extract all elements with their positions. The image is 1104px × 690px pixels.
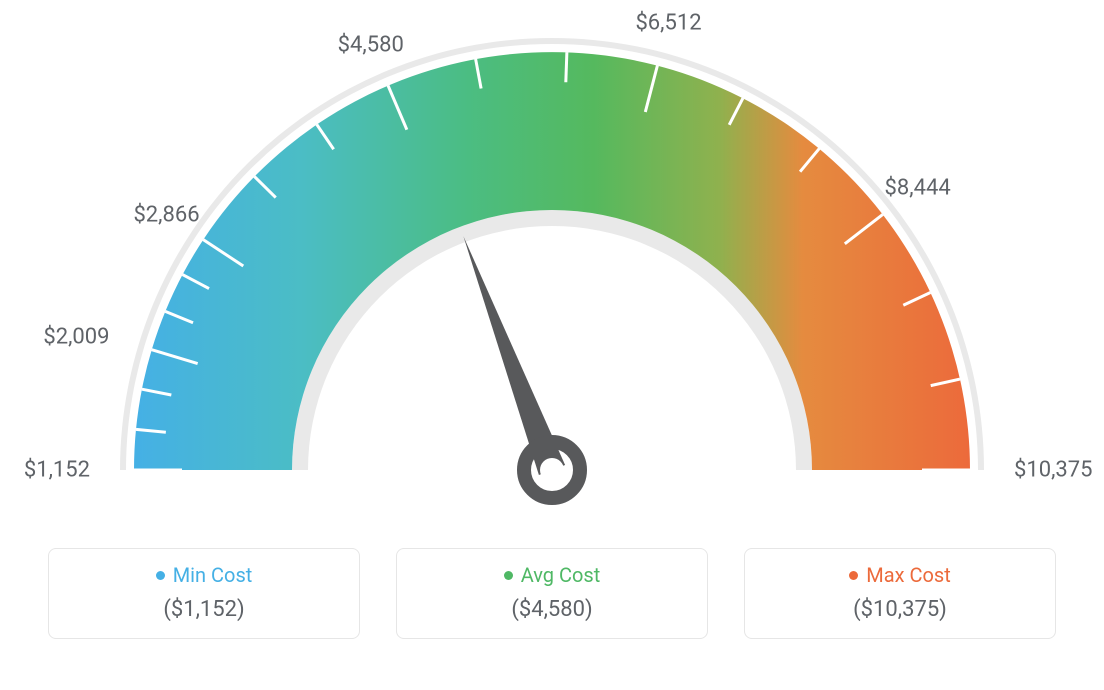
dot-icon bbox=[156, 571, 165, 580]
legend-value-min: ($1,152) bbox=[59, 597, 349, 622]
dot-icon bbox=[849, 571, 858, 580]
legend-card-avg: Avg Cost ($4,580) bbox=[396, 548, 708, 639]
legend-card-max: Max Cost ($10,375) bbox=[744, 548, 1056, 639]
gauge-tick-label: $8,444 bbox=[885, 175, 951, 200]
legend-value-max: ($10,375) bbox=[755, 597, 1045, 622]
legend-row: Min Cost ($1,152) Avg Cost ($4,580) Max … bbox=[0, 548, 1104, 639]
legend-title-max: Max Cost bbox=[849, 563, 951, 587]
gauge-svg bbox=[0, 0, 1104, 540]
legend-title-avg: Avg Cost bbox=[504, 563, 601, 587]
gauge-tick-label: $2,009 bbox=[43, 325, 109, 350]
gauge-tick-label: $1,152 bbox=[24, 458, 90, 483]
legend-card-min: Min Cost ($1,152) bbox=[48, 548, 360, 639]
legend-title-min-text: Min Cost bbox=[173, 563, 253, 587]
gauge-tick-label: $2,866 bbox=[133, 203, 199, 228]
legend-title-avg-text: Avg Cost bbox=[521, 563, 601, 587]
gauge-tick-label: $4,580 bbox=[338, 33, 404, 58]
gauge-tick-label: $10,375 bbox=[1014, 458, 1093, 483]
gauge-chart: $1,152 $2,009 $2,866 $4,580 $6,512 $8,444 $10,… bbox=[0, 0, 1104, 540]
dot-icon bbox=[504, 571, 513, 580]
legend-title-min: Min Cost bbox=[156, 563, 253, 587]
legend-value-avg: ($4,580) bbox=[407, 597, 697, 622]
gauge-tick-label: $6,512 bbox=[635, 10, 701, 35]
legend-title-max-text: Max Cost bbox=[866, 563, 951, 587]
